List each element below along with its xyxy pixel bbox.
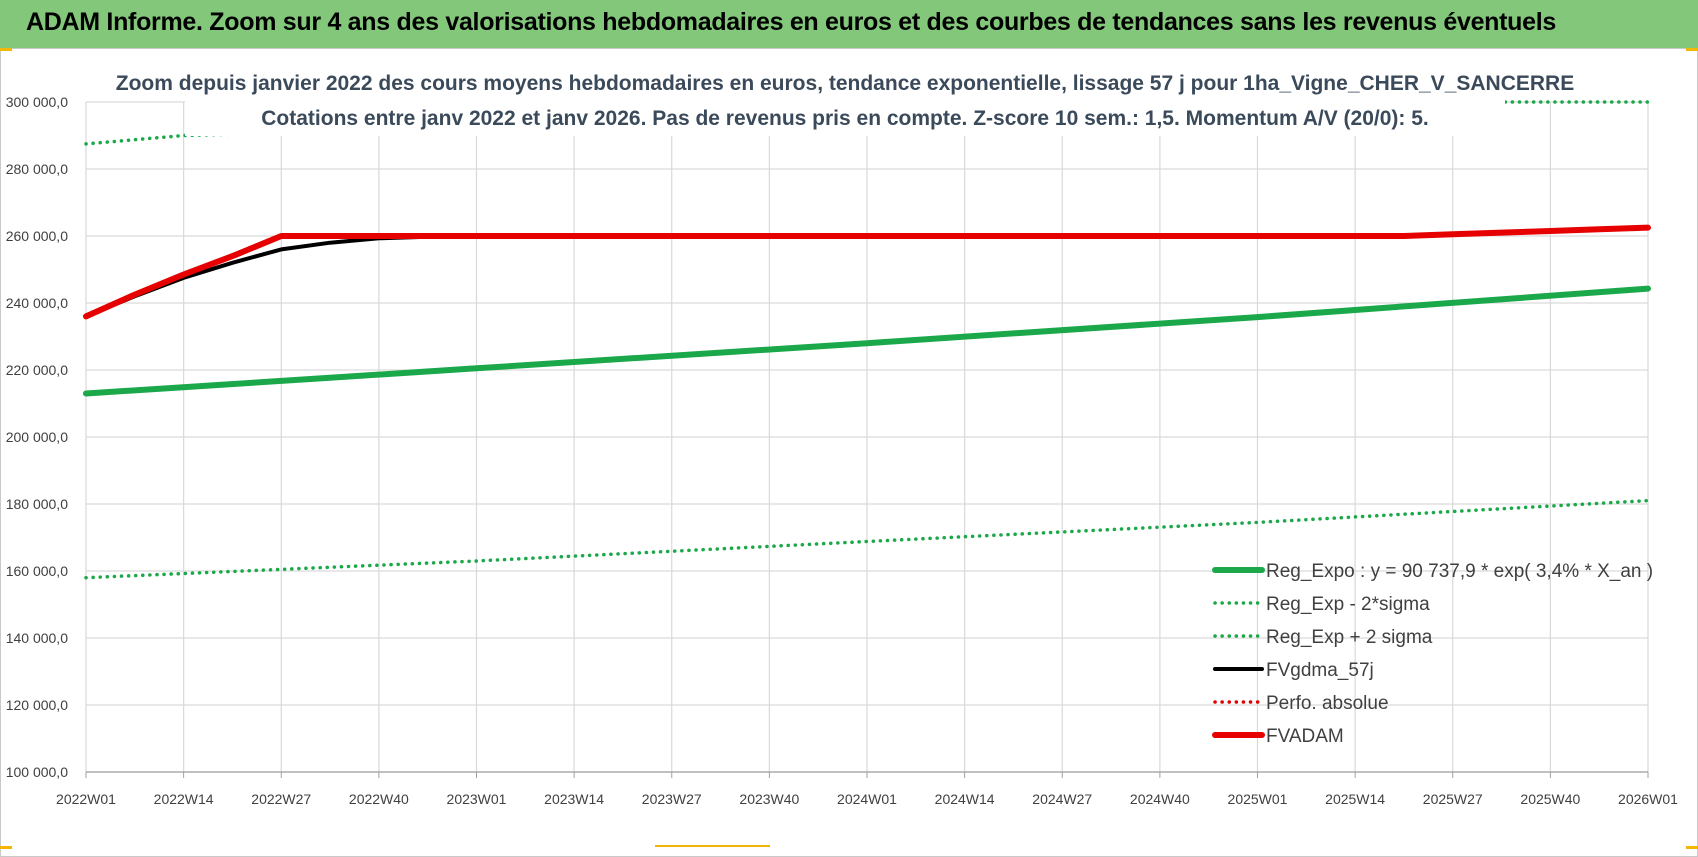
series-layer [83, 100, 1651, 580]
y-tick-label: 240 000,0 [6, 295, 68, 311]
x-tick-label: 2025W14 [1325, 791, 1385, 807]
x-tick-label: 2025W27 [1423, 791, 1483, 807]
y-tick-label: 260 000,0 [6, 228, 68, 244]
axis-layer: 100 000,0 120 000,0 140 000,0 160 000,0 180 … [6, 94, 1678, 807]
x-tick-label: 2026W01 [1618, 791, 1678, 807]
series-line-0 [83, 285, 1651, 397]
x-tick-label: 2023W01 [447, 791, 507, 807]
report-banner: ADAM Informe. Zoom sur 4 ans des valoris… [0, 0, 1698, 49]
y-tick-label: 300 000,0 [6, 94, 68, 110]
chart-subtitle: Cotations entre janv 2022 et janv 2026. … [261, 107, 1429, 130]
x-tick-label: 2022W01 [56, 791, 116, 807]
legend-label-3: FVgdma_57j [1266, 660, 1374, 681]
legend: Reg_Expo : y = 90 737,9 * exp( 3,4% * X_… [1212, 561, 1653, 747]
y-tick-label: 280 000,0 [6, 161, 68, 177]
x-tick-label: 2025W01 [1228, 791, 1288, 807]
y-tick-label: 120 000,0 [6, 697, 68, 713]
series-line-2 [84, 100, 1650, 146]
y-tick-label: 160 000,0 [6, 563, 68, 579]
x-tick-label: 2022W14 [154, 791, 214, 807]
legend-label-5: FVADAM [1266, 726, 1344, 747]
corner-marker-top-right [1686, 48, 1698, 51]
report-title: ADAM Informe. Zoom sur 4 ans des valoris… [26, 8, 1556, 36]
corner-marker-bottom-right [1686, 846, 1698, 849]
y-tick-label: 200 000,0 [6, 429, 68, 445]
x-tick-label: 2022W27 [251, 791, 311, 807]
x-tick-label: 2022W40 [349, 791, 409, 807]
legend-label-2: Reg_Exp + 2 sigma [1266, 627, 1433, 648]
series-line-1 [84, 498, 1650, 580]
x-tick-label: 2023W40 [739, 791, 799, 807]
corner-marker-top-left [0, 48, 12, 51]
y-tick-label: 180 000,0 [6, 496, 68, 512]
x-tick-label: 2024W27 [1032, 791, 1092, 807]
y-tick-label: 220 000,0 [6, 362, 68, 378]
y-tick-label: 100 000,0 [6, 764, 68, 780]
x-tick-label: 2025W40 [1520, 791, 1580, 807]
x-tick-label: 2024W14 [935, 791, 995, 807]
bottom-center-marker [655, 845, 770, 847]
legend-label-4: Perfo. absolue [1266, 693, 1389, 714]
legend-label-0: Reg_Expo : y = 90 737,9 * exp( 3,4% * X_… [1266, 561, 1653, 582]
chart-title: Zoom depuis janvier 2022 des cours moyen… [116, 72, 1574, 95]
y-tick-label: 140 000,0 [6, 630, 68, 646]
x-tick-label: 2023W14 [544, 791, 604, 807]
grid-layer [85, 101, 1649, 773]
x-tick-label: 2024W40 [1130, 791, 1190, 807]
series-line-5 [83, 224, 1651, 320]
x-tick-label: 2024W01 [837, 791, 897, 807]
x-tick-label: 2023W27 [642, 791, 702, 807]
corner-marker-bottom-left [0, 846, 12, 849]
legend-label-1: Reg_Exp - 2*sigma [1266, 594, 1430, 615]
title-background [185, 66, 1505, 136]
